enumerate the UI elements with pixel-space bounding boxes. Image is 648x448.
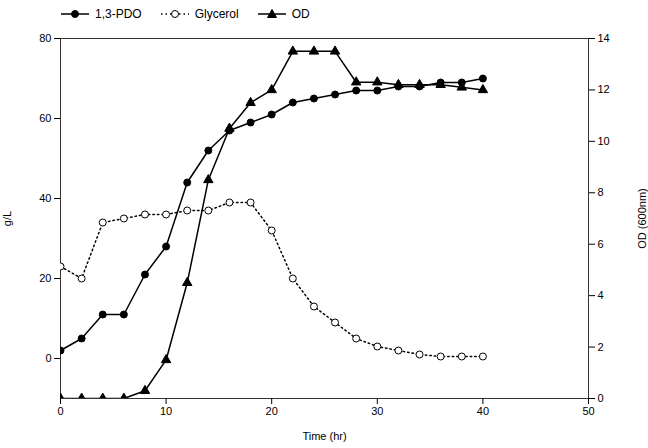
svg-text:10: 10 [598, 135, 610, 147]
svg-text:10: 10 [160, 405, 172, 417]
svg-text:50: 50 [582, 405, 594, 417]
svg-text:6: 6 [598, 238, 604, 250]
svg-text:0: 0 [45, 352, 51, 364]
svg-text:40: 40 [39, 192, 51, 204]
svg-text:12: 12 [598, 83, 610, 95]
svg-text:20: 20 [266, 405, 278, 417]
svg-text:30: 30 [371, 405, 383, 417]
svg-text:OD (600nm): OD (600nm) [636, 188, 648, 249]
svg-text:0: 0 [57, 405, 63, 417]
svg-text:8: 8 [598, 186, 604, 198]
svg-text:60: 60 [39, 112, 51, 124]
html-text:OD: OD [291, 7, 310, 21]
svg-text:20: 20 [39, 272, 51, 284]
svg-text:14: 14 [598, 32, 610, 44]
svg-text:Time (hr): Time (hr) [302, 430, 346, 442]
svg-text:4: 4 [598, 289, 604, 301]
svg-text:0: 0 [598, 392, 604, 404]
svg-text:g/L: g/L [1, 211, 13, 226]
svg-text:2: 2 [598, 341, 604, 353]
svg-text:80: 80 [39, 32, 51, 44]
html-text:Glycerol: Glycerol [194, 7, 239, 21]
svg-text:40: 40 [477, 405, 489, 417]
html-text:1,3-PDO: 1,3-PDO [95, 7, 142, 21]
